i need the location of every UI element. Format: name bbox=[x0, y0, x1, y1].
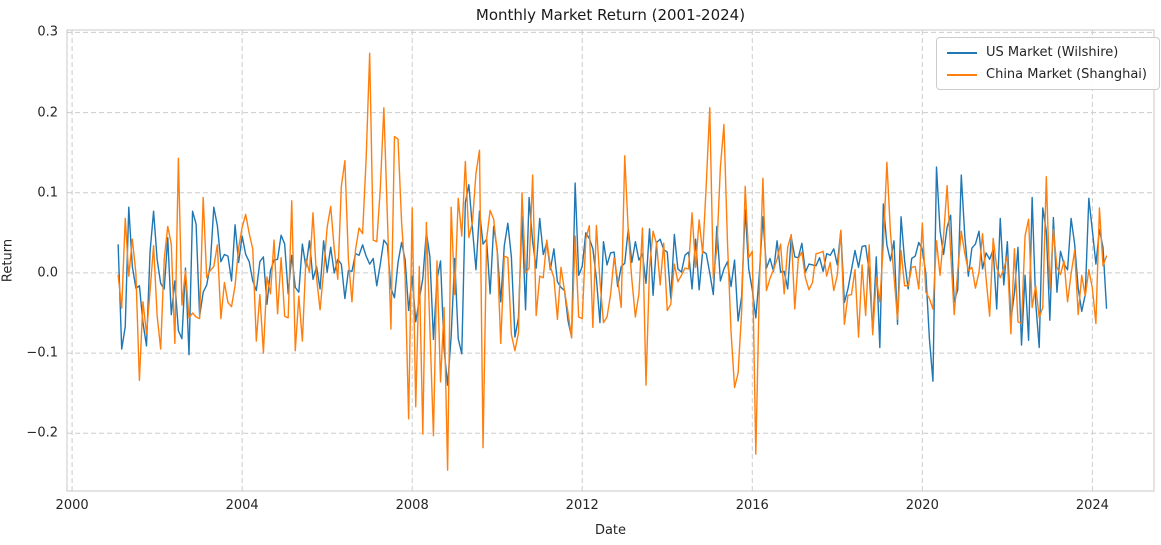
x-tick-label: 2020 bbox=[905, 498, 939, 513]
china-line-swatch-icon bbox=[947, 73, 977, 76]
y-axis-label: Return bbox=[0, 238, 16, 283]
legend: US Market (Wilshire) China Market (Shang… bbox=[936, 37, 1160, 90]
y-tick-label: 0.3 bbox=[37, 24, 58, 40]
us-line-swatch-icon bbox=[947, 51, 977, 54]
x-tick-label: 2000 bbox=[55, 498, 89, 513]
x-tick-label: 2004 bbox=[225, 498, 259, 513]
legend-item-us-market: US Market (Wilshire) bbox=[947, 45, 1147, 60]
y-tick-label: −0.1 bbox=[26, 345, 58, 361]
legend-item-china-market: China Market (Shanghai) bbox=[947, 67, 1147, 82]
legend-label-china-market: China Market (Shanghai) bbox=[986, 67, 1147, 82]
plot-frame bbox=[66, 29, 1155, 492]
legend-label-us-market: US Market (Wilshire) bbox=[986, 45, 1119, 60]
y-tick-label: 0.2 bbox=[37, 105, 58, 121]
chart-title: Monthly Market Return (2001-2024) bbox=[475, 6, 746, 24]
x-tick-label: 2016 bbox=[735, 498, 769, 513]
china-market-line bbox=[117, 52, 1108, 471]
x-axis-label: Date bbox=[594, 523, 627, 538]
x-tick-label: 2008 bbox=[395, 498, 429, 513]
y-tick-label: −0.2 bbox=[26, 425, 58, 441]
x-tick-label: 2012 bbox=[565, 498, 599, 513]
y-tick-label: 0.1 bbox=[37, 185, 58, 201]
y-tick-label: 0.0 bbox=[37, 265, 58, 281]
us-market-line bbox=[117, 166, 1108, 386]
x-tick-label: 2024 bbox=[1075, 498, 1109, 513]
